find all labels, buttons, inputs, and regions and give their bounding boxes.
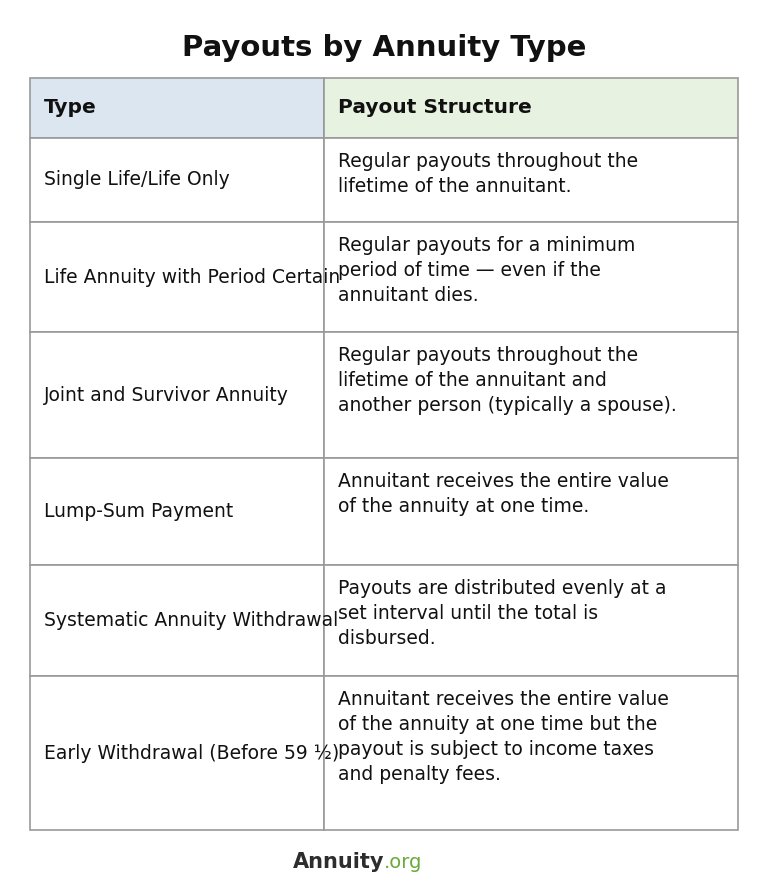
Text: Regular payouts for a minimum
period of time — even if the
annuitant dies.: Regular payouts for a minimum period of …: [338, 236, 635, 305]
Text: Payout Structure: Payout Structure: [338, 98, 531, 117]
Bar: [324, 78, 738, 138]
Text: Early Withdrawal (Before 59 ½): Early Withdrawal (Before 59 ½): [44, 744, 339, 763]
Text: Payouts by Annuity Type: Payouts by Annuity Type: [182, 34, 586, 62]
Text: Lump-Sum Payment: Lump-Sum Payment: [44, 502, 233, 521]
Text: Joint and Survivor Annuity: Joint and Survivor Annuity: [44, 386, 289, 405]
Bar: [30, 221, 324, 332]
Bar: [324, 332, 738, 457]
Text: Annuity: Annuity: [293, 852, 384, 872]
Bar: [30, 138, 324, 221]
Bar: [324, 565, 738, 676]
Bar: [30, 78, 324, 138]
Bar: [324, 221, 738, 332]
Bar: [324, 457, 738, 565]
Text: Payouts are distributed evenly at a
set interval until the total is
disbursed.: Payouts are distributed evenly at a set …: [338, 580, 667, 648]
Bar: [30, 332, 324, 457]
Text: Life Annuity with Period Certain: Life Annuity with Period Certain: [44, 268, 340, 287]
Bar: [324, 138, 738, 221]
Bar: [30, 565, 324, 676]
Bar: [30, 676, 324, 830]
Text: .org: .org: [384, 853, 422, 872]
Text: Type: Type: [44, 98, 97, 117]
Text: Single Life/Life Only: Single Life/Life Only: [44, 170, 230, 189]
Bar: [324, 676, 738, 830]
Text: Systematic Annuity Withdrawal: Systematic Annuity Withdrawal: [44, 611, 338, 630]
Text: Annuitant receives the entire value
of the annuity at one time.: Annuitant receives the entire value of t…: [338, 472, 669, 515]
Text: Regular payouts throughout the
lifetime of the annuitant and
another person (typ: Regular payouts throughout the lifetime …: [338, 346, 677, 415]
Text: Regular payouts throughout the
lifetime of the annuitant.: Regular payouts throughout the lifetime …: [338, 152, 638, 196]
Text: Annuitant receives the entire value
of the annuity at one time but the
payout is: Annuitant receives the entire value of t…: [338, 690, 669, 784]
Bar: [30, 457, 324, 565]
